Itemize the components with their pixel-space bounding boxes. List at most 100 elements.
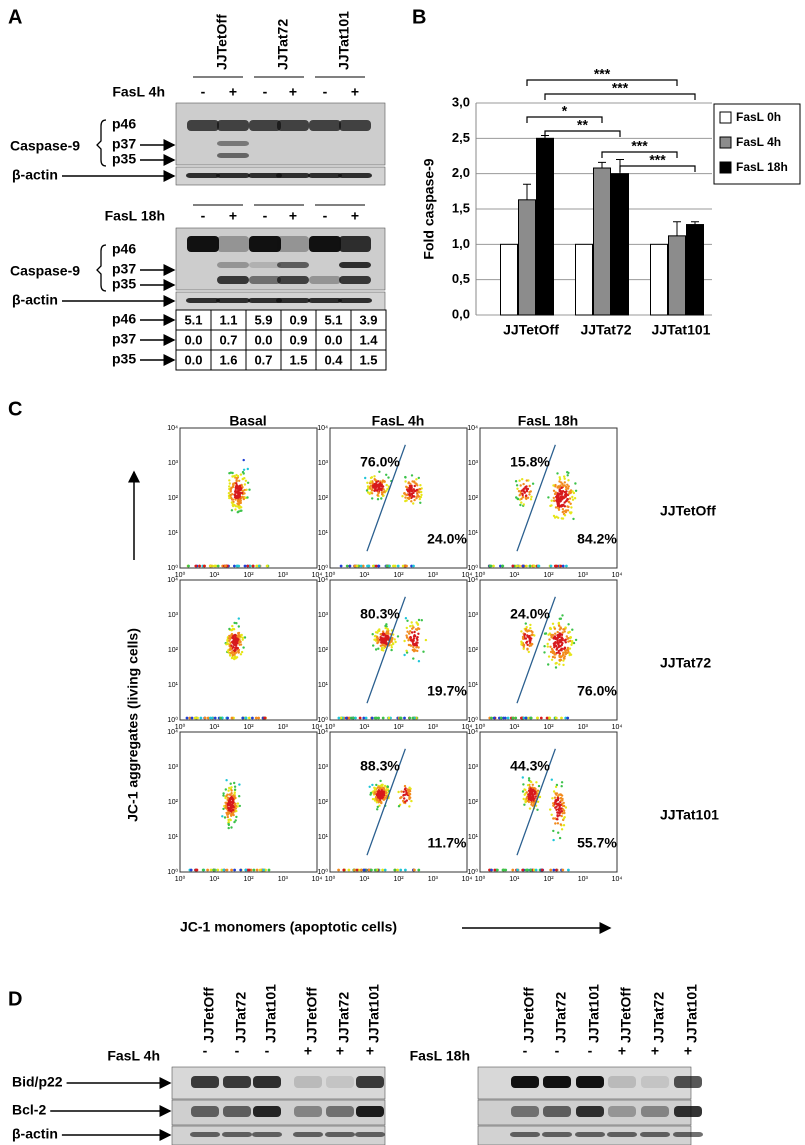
event-dot	[536, 716, 539, 720]
band	[186, 173, 220, 178]
y-axis-label: Fold caspase-9	[421, 158, 437, 259]
x-tick-label: 10⁴	[462, 724, 473, 731]
event-dot	[417, 618, 421, 622]
event-dot	[231, 798, 235, 801]
event-dot	[410, 500, 413, 503]
plot-frame	[329, 579, 468, 721]
x-tick-label: 10⁴	[612, 724, 623, 731]
event-dot	[571, 495, 574, 499]
event-dot	[244, 496, 247, 499]
event-dot	[225, 868, 229, 872]
event-dot	[209, 564, 212, 568]
event-dot	[226, 640, 229, 643]
event-dot	[379, 633, 382, 636]
event-dot	[562, 801, 565, 805]
event-dot	[405, 651, 409, 654]
event-dot	[347, 868, 351, 872]
lane-label: JJTat101	[263, 984, 279, 1043]
event-dot	[559, 658, 563, 662]
band	[191, 1076, 219, 1088]
event-dot	[187, 564, 190, 568]
event-dot	[369, 791, 373, 795]
event-dot	[524, 799, 527, 802]
y-tick-label: 10¹	[468, 834, 479, 841]
band	[673, 1132, 703, 1137]
event-dot	[490, 868, 493, 872]
event-dot	[556, 630, 559, 634]
x-tick-label: 10³	[578, 572, 589, 579]
event-dot	[400, 790, 403, 793]
event-dot	[529, 716, 533, 720]
event-dot	[371, 633, 374, 636]
event-dot	[372, 486, 375, 489]
event-dot	[232, 645, 235, 649]
event-dot	[344, 716, 348, 720]
treatment-label: FasL 18h	[105, 208, 165, 224]
x-tick-label: 10³	[428, 724, 439, 731]
event-dot	[380, 485, 383, 488]
event-dot	[384, 642, 387, 645]
event-dot	[404, 499, 407, 503]
event-dot	[558, 811, 562, 814]
event-dot	[517, 490, 521, 493]
band	[294, 1106, 322, 1117]
event-dot	[230, 644, 233, 647]
event-dot	[515, 564, 519, 568]
percent-lower: 84.2%	[577, 531, 617, 547]
event-dot	[493, 868, 497, 872]
event-dot	[521, 790, 525, 793]
quant-label: p35	[112, 351, 136, 367]
significance-bracket	[619, 165, 696, 172]
band	[294, 1076, 322, 1088]
event-dot	[554, 822, 557, 825]
quant-value: 0.0	[324, 332, 342, 347]
y-tick-label: 10²	[318, 647, 329, 654]
event-dot	[222, 868, 226, 872]
event-dot	[383, 797, 386, 801]
event-dot	[522, 716, 526, 720]
event-dot	[228, 798, 231, 802]
event-dot	[560, 493, 563, 496]
event-dot	[536, 564, 540, 568]
band	[253, 1106, 281, 1117]
event-dot	[565, 493, 568, 497]
event-dot	[235, 491, 239, 494]
event-dot	[558, 617, 561, 620]
event-dot	[388, 564, 391, 568]
error-bar	[523, 183, 531, 200]
event-dot	[559, 632, 562, 636]
event-dot	[571, 490, 574, 493]
band-label: p46	[112, 116, 136, 132]
event-dot	[566, 483, 569, 486]
event-dot	[198, 564, 202, 568]
x-tick-label: 10⁰	[175, 875, 186, 883]
event-dot	[241, 716, 245, 720]
event-dot	[531, 786, 534, 789]
event-dot	[404, 480, 407, 483]
event-dot	[383, 784, 387, 788]
event-dot	[228, 485, 231, 488]
event-dot	[231, 640, 234, 644]
event-dot	[376, 805, 379, 809]
gate-line	[366, 748, 406, 856]
band-label: p35	[112, 276, 136, 292]
event-dot	[233, 475, 236, 478]
band	[640, 1132, 670, 1137]
event-dot	[382, 488, 385, 491]
event-dot	[525, 796, 529, 799]
event-dot	[555, 868, 558, 872]
event-dot	[412, 491, 415, 495]
event-dot	[234, 642, 238, 646]
event-dot	[405, 626, 408, 630]
y-tick-label: 10⁰	[317, 868, 328, 876]
event-dot	[390, 644, 393, 647]
event-dot	[528, 564, 532, 568]
band	[276, 298, 310, 303]
event-dot	[235, 486, 238, 489]
event-dot	[555, 805, 558, 808]
event-dot	[379, 638, 382, 641]
event-dot	[417, 495, 421, 498]
quant-value: 1.4	[359, 332, 378, 347]
event-dot	[558, 480, 561, 483]
event-dot	[412, 645, 415, 649]
